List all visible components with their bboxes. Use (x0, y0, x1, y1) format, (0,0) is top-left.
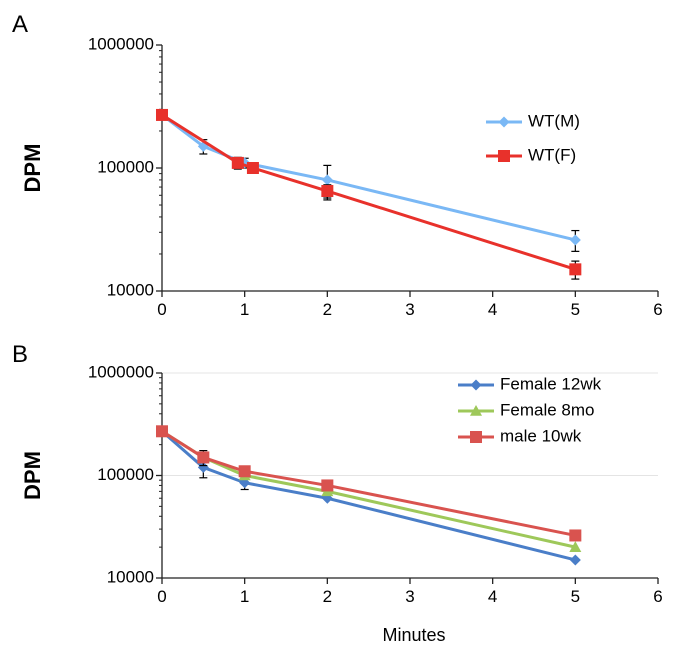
x-tick-label: 2 (323, 300, 332, 319)
data-point (246, 162, 259, 174)
x-tick-label: 1 (240, 300, 249, 319)
series-line (161, 430, 576, 537)
legend-label: male 10wk (500, 426, 582, 445)
x-tick-label: 3 (405, 300, 414, 319)
panel-label: B (12, 341, 28, 368)
data-point (238, 465, 251, 478)
data-point (569, 554, 581, 566)
series-wt-m (156, 109, 581, 252)
y-axis-title: DPM (20, 144, 45, 193)
series-line (161, 113, 576, 271)
legend-label: WT(M) (528, 111, 580, 130)
data-point (569, 541, 582, 552)
legend-marker (470, 405, 482, 416)
x-tick-label: 4 (488, 300, 497, 319)
x-tick-label: 0 (157, 300, 166, 319)
legend-label: Female 8mo (500, 400, 594, 419)
y-tick-label: 10000 (107, 280, 154, 299)
data-point (197, 461, 209, 473)
legend: WT(M) WT(F) (486, 111, 580, 164)
x-tick-label: 0 (157, 587, 166, 606)
data-point (569, 529, 582, 542)
legend-label: Female 12wk (500, 374, 602, 393)
data-point (197, 451, 210, 464)
data-point (156, 108, 168, 121)
y-axis-title: DPM (20, 451, 45, 500)
legend-marker (498, 150, 510, 162)
series-line (161, 113, 576, 242)
data-point (231, 156, 244, 169)
y-tick-label: 1000000 (88, 362, 154, 381)
x-axis-title: Minutes (382, 625, 445, 645)
series-line (161, 430, 576, 549)
panel-label: A (12, 11, 28, 38)
chart-panel-b: B DPM 10000 100000 1000000 0 1 2 3 4 5 6 Minutes Fema… (12, 341, 663, 645)
y-tick-label: 100000 (97, 465, 154, 484)
y-tick-label: 10000 (107, 567, 154, 586)
y-tick-label: 1000000 (88, 34, 154, 53)
x-tick-label: 1 (240, 587, 249, 606)
data-point (321, 185, 334, 198)
x-tick-label: 2 (323, 587, 332, 606)
data-point (569, 263, 582, 276)
series-wt-f (156, 108, 582, 280)
data-point (321, 174, 333, 186)
legend-marker (498, 116, 510, 128)
legend-label: WT(F) (528, 145, 576, 164)
x-tick-label: 6 (653, 300, 662, 319)
x-tick-label: 6 (653, 587, 662, 606)
legend-marker (470, 379, 482, 391)
x-tick-label: 4 (488, 587, 497, 606)
chart-panel-a: A DPM 10000 100000 1000000 0 1 2 3 4 5 6 WT(M) WT(F) (12, 11, 663, 319)
x-tick-label: 5 (571, 587, 580, 606)
series-female-12wk (156, 425, 581, 566)
legend: Female 12wk Female 8mo male 10wk (458, 374, 602, 445)
data-point (569, 234, 581, 246)
series-male-10wk (156, 425, 582, 542)
data-point (321, 479, 334, 492)
x-tick-label: 5 (571, 300, 580, 319)
legend-marker (470, 431, 482, 443)
data-point (156, 425, 168, 438)
x-tick-label: 3 (405, 587, 414, 606)
series-line (161, 430, 576, 562)
y-tick-label: 100000 (97, 157, 154, 176)
